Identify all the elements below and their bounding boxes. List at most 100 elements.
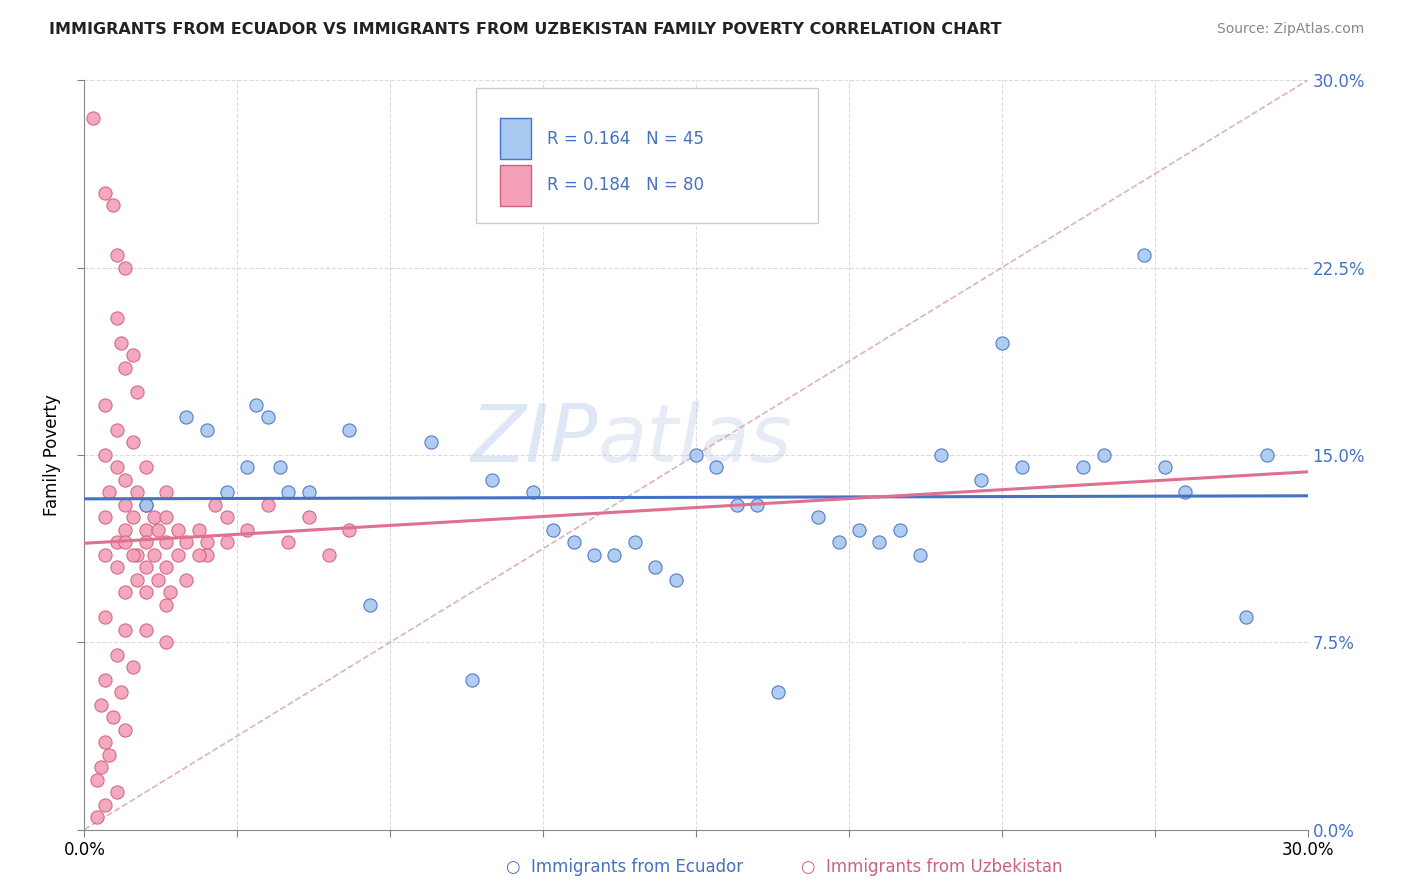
- Point: [101, 710, 124, 724]
- Text: Source: ZipAtlas.com: Source: ZipAtlas.com: [1216, 22, 1364, 37]
- Point: [174, 573, 197, 587]
- Point: [1011, 460, 1033, 475]
- Point: [257, 410, 280, 425]
- Point: [155, 485, 177, 500]
- Point: [522, 485, 544, 500]
- Point: [122, 348, 145, 362]
- Point: [257, 498, 280, 512]
- Point: [603, 548, 626, 562]
- Point: [245, 398, 267, 412]
- Point: [204, 498, 226, 512]
- Point: [318, 548, 340, 562]
- Point: [828, 535, 851, 549]
- Point: [1073, 460, 1095, 475]
- Point: [1256, 448, 1278, 462]
- Point: [127, 385, 149, 400]
- Point: [82, 111, 104, 125]
- Point: [127, 548, 149, 562]
- Point: [269, 460, 291, 475]
- Point: [481, 473, 503, 487]
- Point: [127, 485, 149, 500]
- Point: [122, 660, 145, 674]
- Point: [1236, 610, 1258, 624]
- Point: [159, 585, 181, 599]
- Point: [543, 523, 565, 537]
- Point: [90, 698, 112, 712]
- Point: [110, 335, 132, 350]
- Point: [97, 747, 120, 762]
- Point: [848, 523, 870, 537]
- Point: [277, 485, 299, 500]
- Point: [93, 548, 115, 562]
- Point: [97, 485, 120, 500]
- Point: [706, 460, 728, 475]
- Point: [1092, 448, 1115, 462]
- Point: [195, 423, 218, 437]
- Point: [217, 485, 239, 500]
- Y-axis label: Family Poverty: Family Poverty: [44, 394, 62, 516]
- Point: [187, 523, 209, 537]
- Point: [90, 760, 112, 774]
- Point: [105, 648, 128, 662]
- Point: [174, 535, 197, 549]
- Point: [685, 448, 707, 462]
- Point: [86, 810, 108, 824]
- Point: [167, 548, 190, 562]
- Point: [93, 186, 115, 200]
- Point: [1133, 248, 1156, 262]
- Point: [339, 423, 361, 437]
- Point: [101, 198, 124, 212]
- Point: [1174, 485, 1197, 500]
- Point: [93, 398, 115, 412]
- Point: [142, 548, 165, 562]
- Point: [105, 460, 128, 475]
- Point: [155, 598, 177, 612]
- Point: [359, 598, 381, 612]
- Point: [298, 485, 321, 500]
- Point: [135, 523, 157, 537]
- Point: [298, 510, 321, 524]
- Point: [766, 685, 789, 699]
- Point: [93, 797, 115, 812]
- Point: [114, 260, 136, 275]
- Point: [110, 685, 132, 699]
- Point: [105, 560, 128, 574]
- Point: [105, 310, 128, 325]
- FancyBboxPatch shape: [475, 87, 818, 223]
- Point: [146, 573, 169, 587]
- Point: [86, 772, 108, 787]
- Point: [93, 673, 115, 687]
- Point: [135, 460, 157, 475]
- Text: IMMIGRANTS FROM ECUADOR VS IMMIGRANTS FROM UZBEKISTAN FAMILY POVERTY CORRELATION: IMMIGRANTS FROM ECUADOR VS IMMIGRANTS FR…: [49, 22, 1001, 37]
- Point: [583, 548, 606, 562]
- Point: [929, 448, 952, 462]
- Point: [93, 510, 115, 524]
- FancyBboxPatch shape: [501, 165, 531, 206]
- Point: [114, 523, 136, 537]
- Point: [142, 510, 165, 524]
- Text: ZIP: ZIP: [471, 401, 598, 479]
- Point: [135, 623, 157, 637]
- Point: [970, 473, 993, 487]
- Point: [236, 523, 259, 537]
- Point: [562, 535, 585, 549]
- Point: [665, 573, 688, 587]
- Point: [155, 560, 177, 574]
- Text: ○  Immigrants from Uzbekistan: ○ Immigrants from Uzbekistan: [801, 858, 1063, 876]
- Point: [127, 573, 149, 587]
- Point: [725, 498, 748, 512]
- Point: [236, 460, 259, 475]
- Point: [105, 423, 128, 437]
- Point: [93, 735, 115, 749]
- Point: [135, 585, 157, 599]
- Point: [420, 435, 443, 450]
- Point: [135, 498, 157, 512]
- Point: [644, 560, 666, 574]
- Point: [135, 535, 157, 549]
- Point: [624, 535, 647, 549]
- Point: [807, 510, 830, 524]
- Text: atlas: atlas: [598, 401, 793, 479]
- Point: [167, 523, 190, 537]
- Point: [747, 498, 769, 512]
- Point: [195, 548, 218, 562]
